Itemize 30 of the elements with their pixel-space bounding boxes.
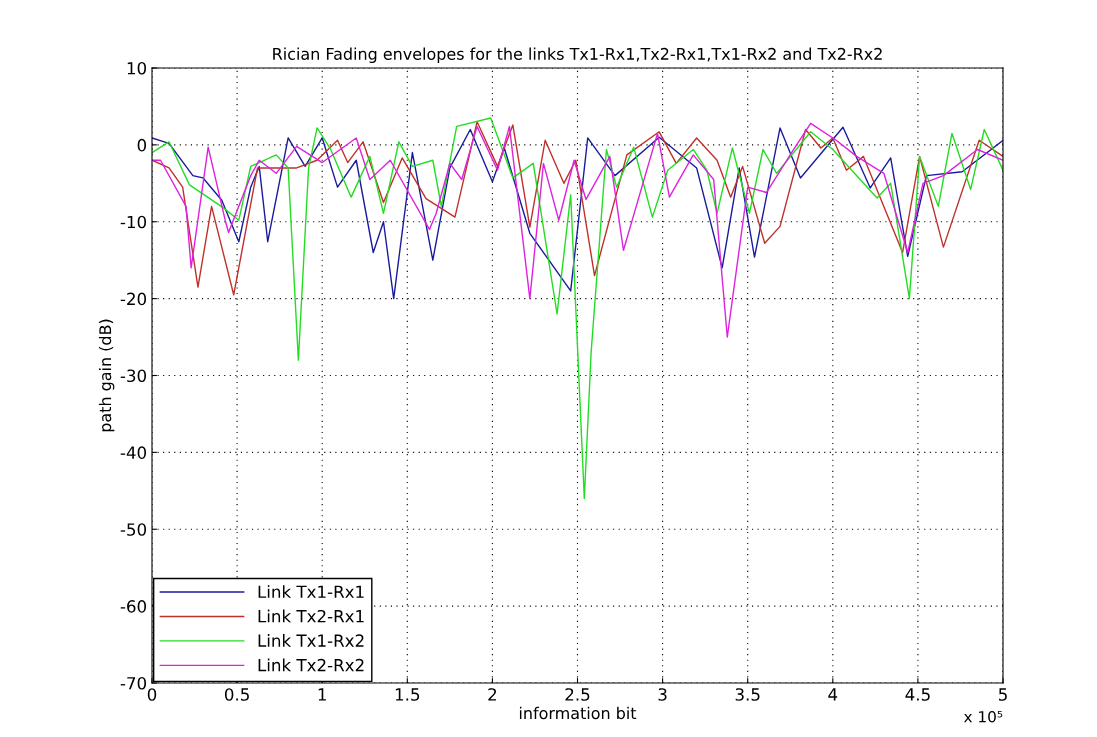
- x-tick-label: 5: [998, 688, 1007, 701]
- x-tick-label: 3: [658, 688, 667, 701]
- x-tick-label: 3.5: [735, 688, 760, 701]
- y-tick-label: -50: [120, 523, 147, 536]
- y-tick-label: 10: [127, 61, 147, 75]
- legend-label: Link Tx1-Rx2: [258, 634, 364, 647]
- x-tick-label: 1: [318, 688, 326, 701]
- x-tick-label: 0: [147, 688, 157, 701]
- legend-label: Link Tx2-Rx1: [258, 609, 364, 623]
- y-tick-label: -10: [120, 215, 147, 229]
- y-tick-label: -40: [120, 446, 147, 459]
- y-tick-label: -30: [120, 369, 147, 383]
- x-tick-label: 4: [828, 688, 838, 701]
- y-tick-label: -60: [120, 600, 147, 613]
- text: x 10⁵: [963, 710, 1003, 723]
- x-axis-title: information bit: [519, 706, 637, 720]
- y-axis-title: path gain (dB): [98, 319, 115, 432]
- y-tick-label: 0: [137, 138, 147, 152]
- x-tick-label: 2.5: [565, 688, 590, 701]
- x-tick-label: 4.5: [905, 688, 930, 701]
- x-tick-label: 0.5: [224, 688, 249, 701]
- y-tick-label: -20: [120, 292, 147, 306]
- legend-label: Link Tx2-Rx2: [258, 658, 364, 672]
- y-tick-label: -70: [120, 676, 147, 690]
- line-series: [152, 122, 1003, 338]
- chart-title: Rician Fading envelopes for the links Tx1-Rx1,Tx2-Rx1,Tx1-Rx2 and Tx2-Rx2: [273, 47, 882, 63]
- legend-label: Link Tx1-Rx1: [258, 585, 364, 598]
- line-series: [152, 117, 1003, 500]
- x-tick-label: 2: [488, 688, 497, 701]
- x-tick-label: 1.5: [395, 688, 420, 701]
